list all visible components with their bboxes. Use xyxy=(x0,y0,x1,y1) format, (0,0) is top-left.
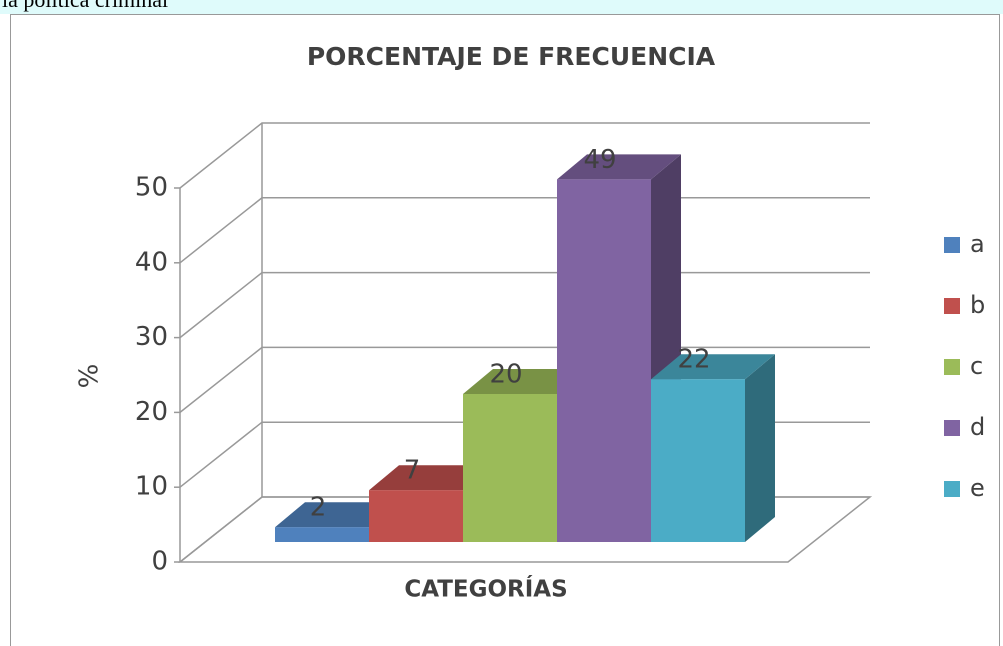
bar-top xyxy=(463,369,587,394)
top-strip xyxy=(0,0,1003,14)
legend-swatch xyxy=(944,298,960,314)
data-label: 20 xyxy=(489,360,522,390)
y-tick-label: 0 xyxy=(151,547,168,577)
chart-title: PORCENTAJE DE FRECUENCIA xyxy=(307,42,716,71)
y-tick-label: 20 xyxy=(135,397,168,427)
legend-swatch xyxy=(944,481,960,497)
data-label: 2 xyxy=(310,493,327,523)
legend-swatch xyxy=(944,359,960,375)
y-tick-label: 10 xyxy=(135,472,168,502)
legend-label: b xyxy=(970,291,985,319)
y-axis-label: % xyxy=(75,364,105,389)
x-axis-label: CATEGORÍAS xyxy=(404,575,567,603)
page-text: la política criminal xyxy=(2,0,168,12)
bar-top xyxy=(557,154,681,180)
bar-top xyxy=(651,354,775,380)
y-tick-label: 30 xyxy=(135,322,168,352)
y-tick-label: 40 xyxy=(135,247,168,277)
data-label: 22 xyxy=(677,345,710,375)
bar xyxy=(557,179,651,542)
bar xyxy=(463,394,557,542)
bar-side xyxy=(745,354,775,542)
legend-swatch xyxy=(944,420,960,436)
legend-label: d xyxy=(970,413,985,441)
data-label: 49 xyxy=(583,145,616,175)
bar xyxy=(369,490,463,542)
legend-swatch xyxy=(944,237,960,253)
grid-line xyxy=(179,122,870,189)
legend-label: c xyxy=(970,352,983,380)
legend-label: a xyxy=(970,230,985,258)
bar xyxy=(275,527,369,542)
bar-top xyxy=(275,502,399,528)
data-label: 7 xyxy=(404,456,421,486)
y-tick-label: 50 xyxy=(135,173,168,203)
legend-label: e xyxy=(970,474,985,502)
bar-top xyxy=(369,465,493,491)
bar xyxy=(651,379,745,542)
